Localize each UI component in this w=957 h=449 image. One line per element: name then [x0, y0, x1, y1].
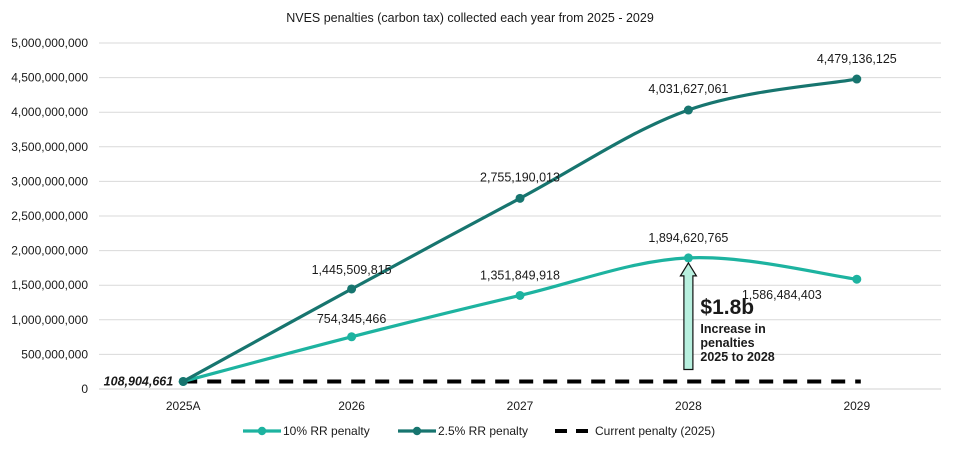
annotation-text-line: penalties	[700, 336, 754, 350]
x-tick-label: 2029	[843, 399, 870, 413]
data-label: 1,586,484,403	[742, 288, 822, 302]
y-tick-label: 2,500,000,000	[11, 209, 88, 223]
gridlines	[99, 42, 941, 390]
data-labels: 754,345,466 1,351,849,918 1,894,620,765 1,5…	[104, 52, 897, 388]
y-tick-label: 4,000,000,000	[11, 105, 88, 119]
data-label: 1,894,620,765	[648, 231, 728, 245]
data-label: 1,445,509,815	[312, 263, 392, 277]
data-label: 4,031,627,061	[648, 82, 728, 96]
x-axis-ticks: 2025A 2026 2027 2028 2029	[166, 399, 871, 413]
x-tick-label: 2026	[338, 399, 365, 413]
x-tick-label: 2027	[507, 399, 534, 413]
data-label: 754,345,466	[317, 312, 387, 326]
y-axis-ticks: 0 500,000,000 1,000,000,000 1,500,000,000 2,…	[11, 36, 88, 396]
legend-label-10pct-rr: 10% RR penalty	[283, 424, 370, 438]
legend: 10% RR penalty 2.5% RR penalty Current pen…	[243, 424, 715, 438]
data-label: 1,351,849,918	[480, 268, 560, 282]
annotation-text-line: Increase in	[700, 322, 765, 336]
data-point-10pct-rr	[683, 253, 693, 263]
data-label: 2,755,190,013	[480, 170, 560, 184]
x-tick-label: 2025A	[166, 399, 201, 413]
legend-label-current-penalty: Current penalty (2025)	[595, 424, 715, 438]
series-group	[178, 74, 862, 386]
legend-label-2-5pct-rr: 2.5% RR penalty	[438, 424, 528, 438]
y-tick-label: 3,000,000,000	[11, 174, 88, 188]
data-point-10pct-rr	[515, 290, 525, 300]
series-line-2-5pct-rr	[181, 77, 859, 384]
y-tick-label: 4,500,000,000	[11, 71, 88, 85]
data-point-2-5pct-rr	[852, 74, 862, 84]
data-point-2-5pct-rr	[683, 105, 693, 115]
y-tick-label: 500,000,000	[21, 347, 88, 361]
y-tick-label: 3,500,000,000	[11, 140, 88, 154]
y-tick-label: 0	[81, 382, 88, 396]
y-tick-label: 5,000,000,000	[11, 36, 88, 50]
chart-title: NVES penalties (carbon tax) collected ea…	[286, 11, 654, 25]
increase-arrow-icon	[679, 261, 698, 371]
y-tick-label: 1,000,000,000	[11, 313, 88, 327]
data-point-2-5pct-rr	[347, 284, 357, 294]
data-point-2-5pct-rr	[515, 193, 525, 203]
y-tick-label: 1,500,000,000	[11, 278, 88, 292]
data-point-10pct-rr	[347, 332, 357, 342]
annotation-text-line: 2025 to 2028	[700, 350, 774, 364]
data-label-current-penalty: 108,904,661	[104, 374, 174, 388]
legend-marker-10pct-rr	[257, 426, 267, 436]
legend-marker-2-5pct-rr	[412, 426, 422, 436]
y-tick-label: 2,000,000,000	[11, 244, 88, 258]
data-point-10pct-rr	[852, 274, 862, 284]
annotation-headline: $1.8b	[700, 296, 754, 319]
x-tick-label: 2028	[675, 399, 702, 413]
data-label: 4,479,136,125	[817, 52, 897, 66]
data-point-2-5pct-rr	[178, 376, 188, 386]
